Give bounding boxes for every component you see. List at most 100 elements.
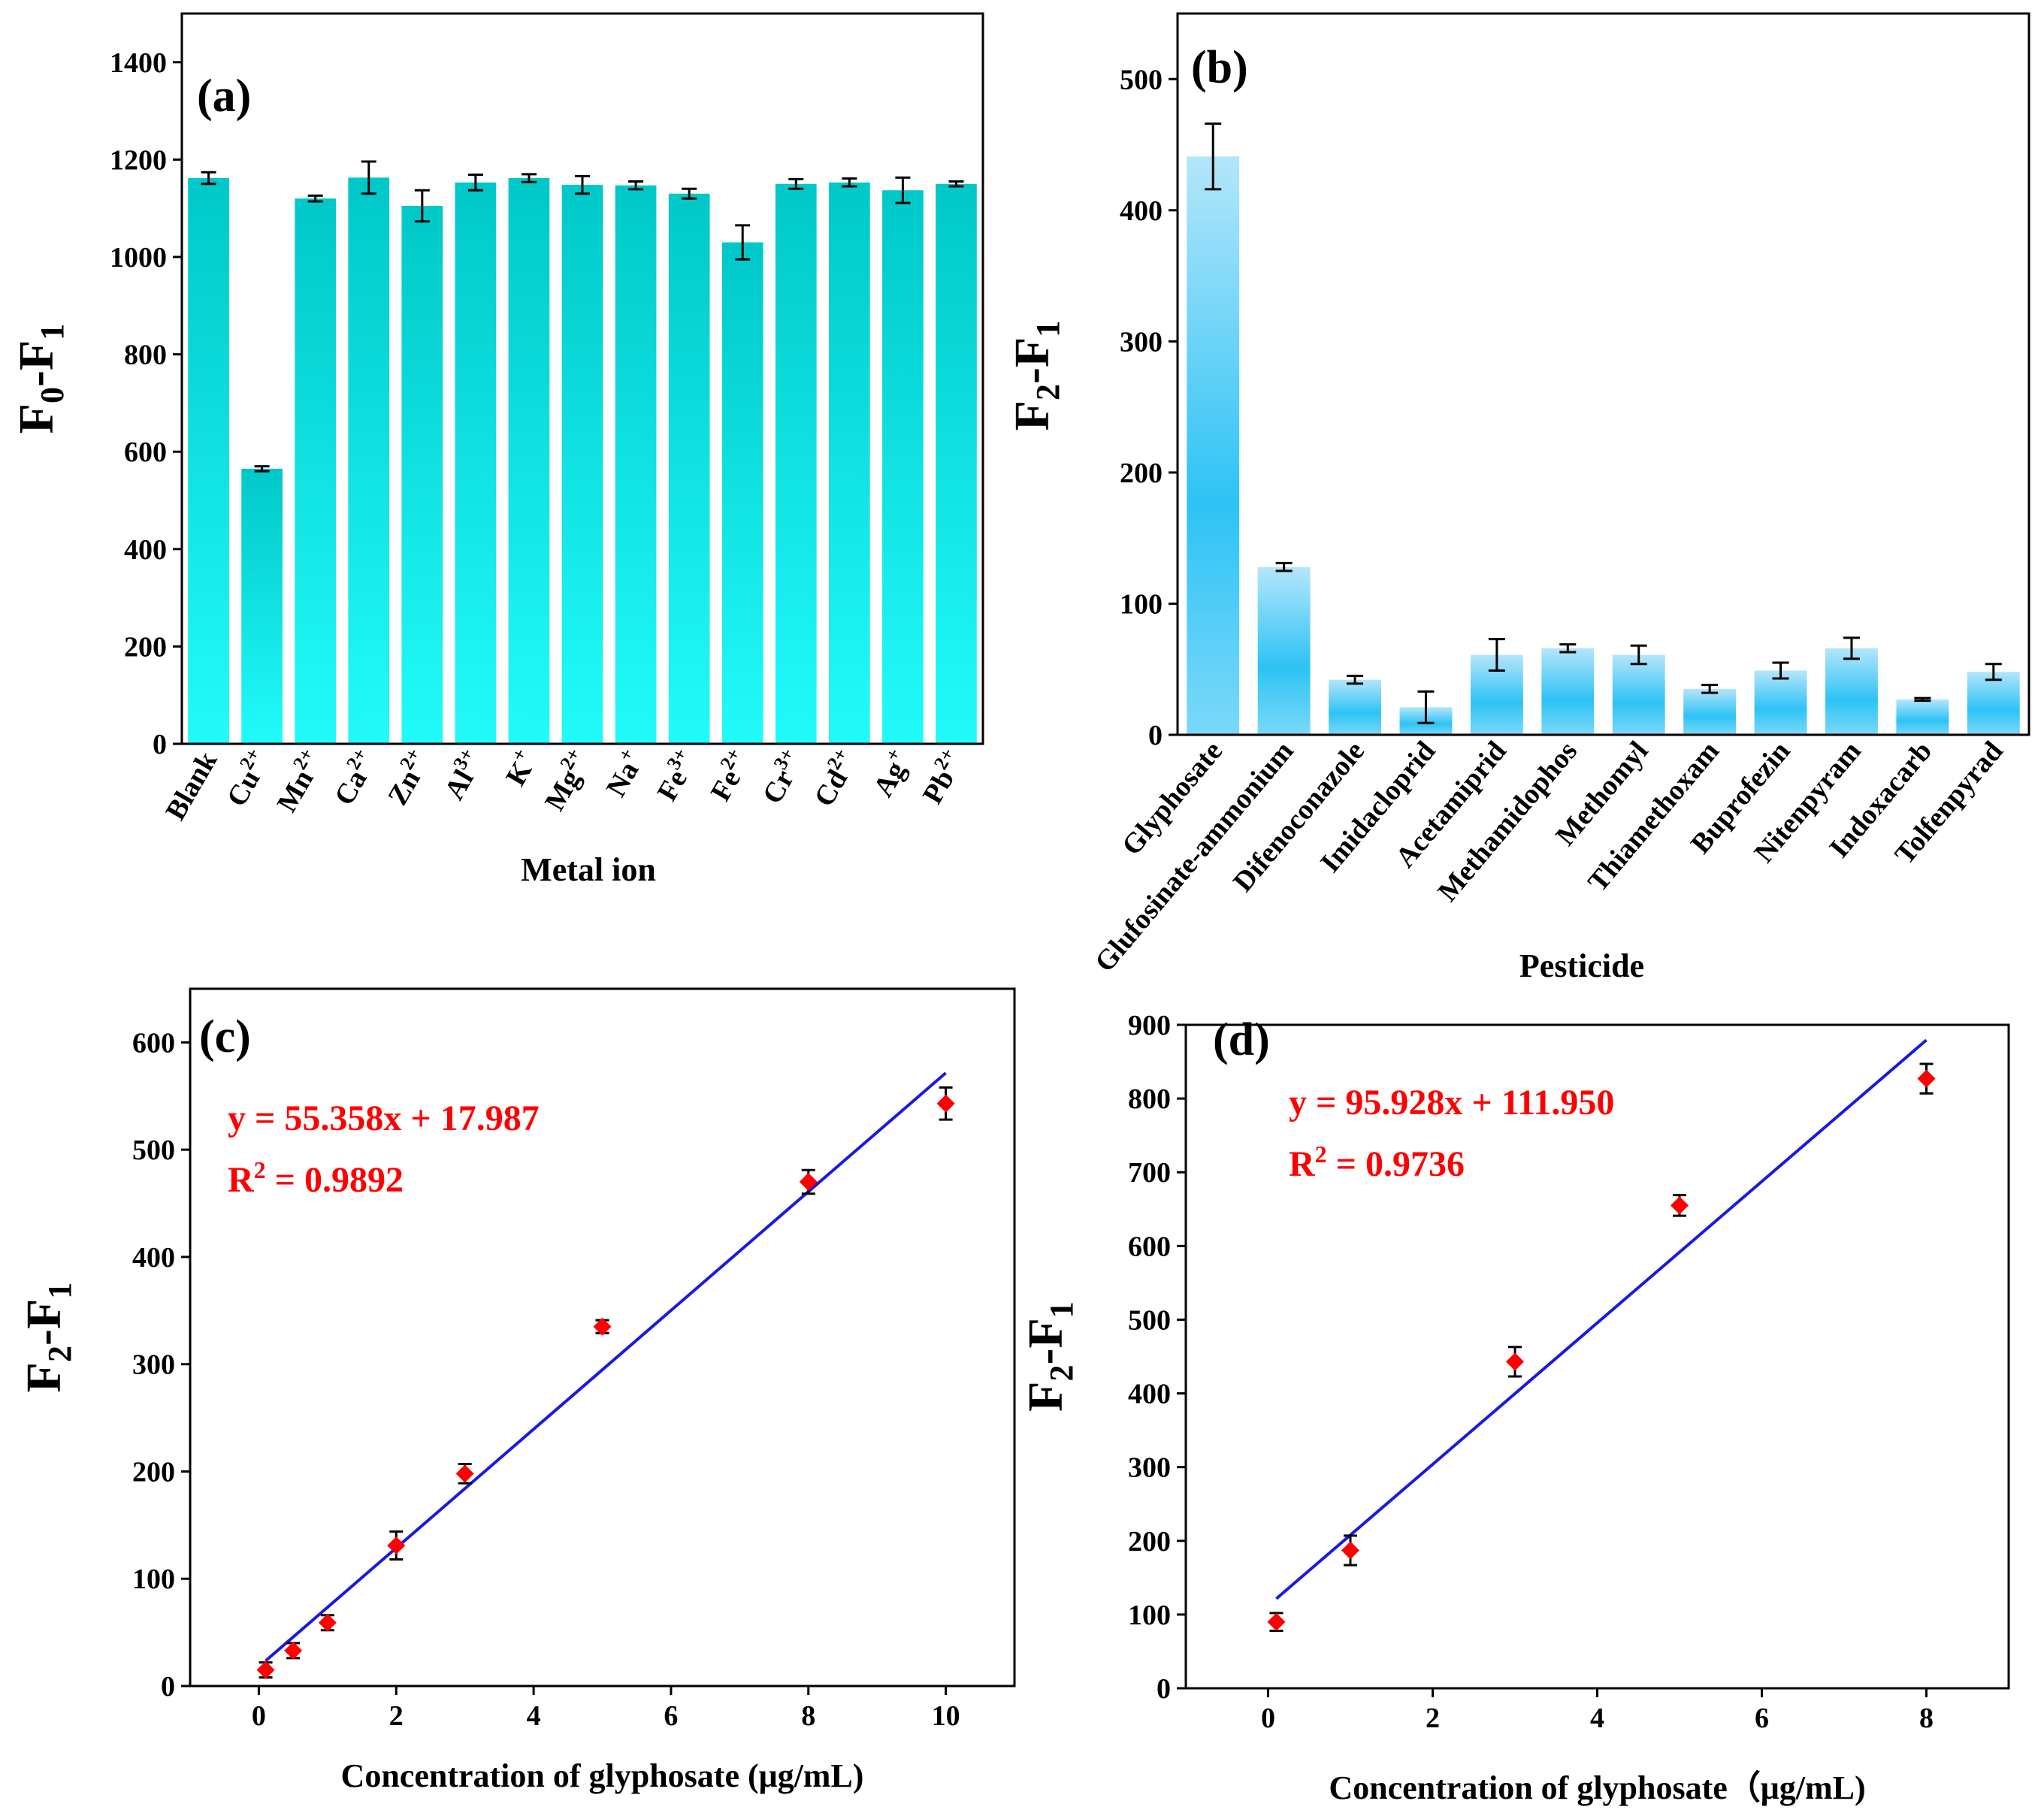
bar [1754, 670, 1807, 735]
bar [882, 190, 924, 744]
bar [1896, 699, 1949, 735]
y-tick-label: 100 [1120, 588, 1163, 620]
y-tick-label: 1400 [110, 47, 167, 79]
data-point [1506, 1352, 1524, 1371]
x-tick-label: 8 [1919, 1703, 1934, 1734]
data-point [593, 1317, 612, 1336]
data-point [256, 1660, 275, 1679]
y-tick-label: 100 [1128, 1600, 1171, 1631]
y-tick-label: 900 [1128, 1010, 1171, 1041]
x-tick-label: Al3+ [434, 745, 490, 805]
data-point [1267, 1612, 1286, 1631]
x-axis-label: Metal ion [521, 851, 656, 888]
x-tick-label: K+ [496, 745, 544, 791]
fit-line [265, 1071, 947, 1662]
plot-frame [189, 987, 1016, 1688]
y-tick-label: 200 [1120, 458, 1163, 489]
x-axis-label: Pesticide [1519, 947, 1644, 984]
bar [561, 185, 603, 744]
x-tick-label: Cr3+ [752, 745, 811, 809]
y-axis-label: F2-F1 [17, 1283, 78, 1393]
x-tick-label: Zn2+ [378, 745, 437, 811]
x-tick-label: Blank [159, 746, 223, 826]
x-tick-label: Mg2+ [535, 745, 597, 817]
y-tick-label: 0 [1157, 1673, 1171, 1705]
r-squared: R2 = 0.9736 [1289, 1141, 1465, 1184]
y-tick-label: 500 [132, 1135, 175, 1166]
y-tick-label: 300 [1128, 1452, 1171, 1484]
bar [1612, 654, 1665, 735]
y-axis-label: F2-F1 [1018, 1301, 1080, 1412]
x-tick-label: 4 [1590, 1703, 1604, 1734]
bar [401, 205, 443, 745]
panel-label: (c) [199, 1011, 251, 1062]
bar [721, 242, 763, 744]
y-axis-label: F0-F1 [9, 324, 71, 434]
data-point [284, 1641, 303, 1660]
y-tick-label: 600 [132, 1027, 175, 1059]
x-tick-label: 4 [527, 1700, 541, 1732]
bar [1825, 648, 1878, 735]
x-tick-label: Fe3+ [647, 745, 704, 807]
y-tick-label: 800 [1128, 1083, 1171, 1115]
x-tick-label: 0 [252, 1700, 266, 1732]
data-point [1671, 1196, 1689, 1215]
panel-label: (b) [1191, 42, 1248, 93]
panel-label: (d) [1213, 1014, 1270, 1065]
y-tick-label: 600 [124, 437, 167, 468]
bar [1187, 156, 1240, 736]
fit-equation: y = 55.358x + 17.987 [228, 1098, 540, 1138]
bar [615, 185, 657, 744]
y-tick-label: 600 [1128, 1231, 1171, 1262]
bar [1257, 567, 1311, 735]
panel-c: 0 100 200 300 400 500 600 0 2 4 6 8 10 (c) y = 55.358x… [17, 987, 1016, 1794]
y-tick-label: 300 [1120, 326, 1163, 358]
data-point [936, 1094, 955, 1113]
y-tick-label: 400 [132, 1242, 175, 1274]
y-tick-label: 200 [124, 631, 167, 663]
x-tick-label: Ca2+ [325, 745, 384, 811]
bar [348, 177, 390, 745]
data-point [387, 1536, 406, 1555]
bar [775, 183, 817, 745]
data-point [1341, 1541, 1359, 1560]
y-tick-label: 300 [132, 1349, 175, 1381]
plot-frame [180, 12, 984, 745]
bar [1967, 672, 2020, 735]
x-tick-label: Na+ [597, 745, 651, 802]
x-tick-label: Cu2+ [217, 745, 277, 812]
bar [508, 178, 550, 745]
data-point [318, 1613, 337, 1632]
y-tick-label: 1000 [110, 242, 167, 273]
x-axis-label: Concentration of glyphosate (μg/mL) [341, 1757, 864, 1794]
panel-d: 0 100 200 300 400 500 600 700 800 900 0 2 4 6 8 (d) y = … [1018, 1010, 2010, 1806]
y-tick-label: 400 [1128, 1379, 1171, 1410]
x-tick-label: Mn2+ [267, 745, 330, 817]
bar [295, 198, 337, 744]
x-axis-label: Concentration of glyphosate（μg/mL) [1329, 1769, 1865, 1806]
x-tick-label: Ag+ [863, 745, 918, 802]
y-tick-label: 800 [124, 340, 167, 371]
y-tick-label: 0 [153, 729, 167, 760]
plot-frame [1184, 1023, 2010, 1690]
data-point [1917, 1069, 1936, 1088]
r-squared: R2 = 0.9892 [228, 1156, 404, 1200]
x-tick-label: 2 [1426, 1703, 1440, 1734]
bar [828, 182, 870, 744]
x-tick-label: Fe2+ [700, 745, 757, 807]
bar [1541, 648, 1595, 735]
bar [1329, 679, 1381, 735]
y-tick-label: 0 [1148, 720, 1163, 751]
panel-label: (a) [197, 71, 251, 122]
bar [668, 193, 710, 744]
y-tick-label: 700 [1128, 1157, 1171, 1189]
y-tick-label: 400 [1120, 195, 1163, 227]
bar [936, 183, 977, 745]
y-axis-label: F2-F1 [1005, 321, 1066, 431]
y-tick-label: 400 [124, 534, 167, 566]
data-point [799, 1172, 818, 1191]
x-tick-label: Pb2+ [913, 745, 972, 810]
x-tick-label: 10 [932, 1700, 960, 1732]
